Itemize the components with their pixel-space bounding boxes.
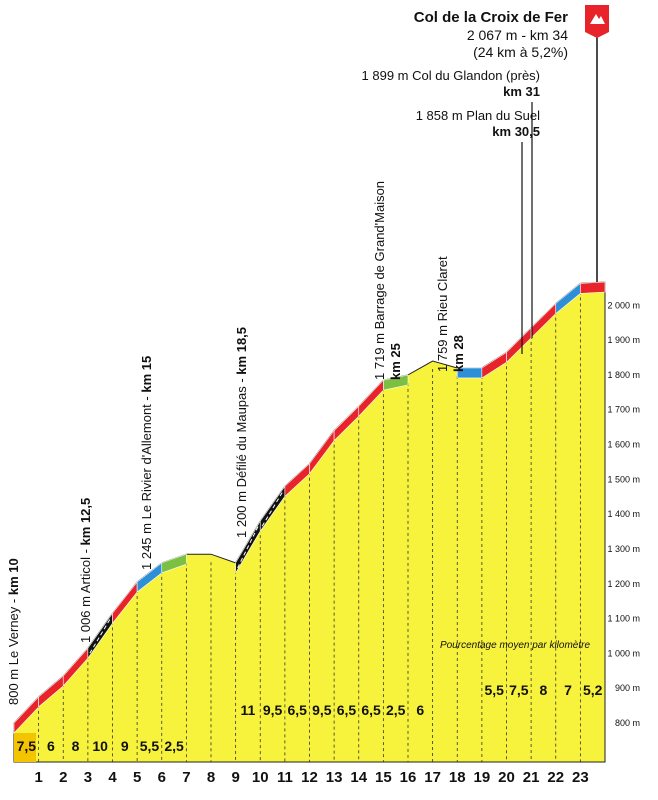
annotation-km: km 12,5	[78, 498, 93, 546]
vertical-annotation: 1 719 m Barrage de Grand'Maisonkm 25	[372, 181, 403, 380]
y-tick-label: 1 200 m	[607, 579, 640, 589]
y-tick-label: 1 900 m	[607, 335, 640, 345]
gradient-label: 11	[241, 702, 256, 718]
vertical-annotation: 1 006 m Articol - km 12,5	[78, 498, 93, 643]
km-label: 9	[231, 769, 239, 786]
annotation-place: 800 m Le Verney -	[6, 595, 21, 705]
annotation-place: 1 200 m Défilé du Maupas -	[234, 375, 249, 538]
annotation-place: 1 719 m Barrage de Grand'Maison	[372, 181, 387, 380]
vertical-annotation: 1 245 m Le Rivier d'Allemont - km 15	[139, 356, 154, 570]
annotation-km: km 18,5	[234, 327, 249, 375]
start-block	[14, 733, 36, 762]
y-tick-label: 1 300 m	[607, 544, 640, 554]
km-label: 13	[326, 769, 343, 786]
km-label: 23	[572, 769, 589, 786]
gradient-label: 2,5	[164, 738, 184, 754]
y-tick-label: 1 000 m	[607, 648, 640, 658]
x-axis-note: Pourcentage moyen par kilomètre	[440, 640, 591, 651]
km-label: 7	[182, 769, 190, 786]
vertical-annotation: 1 759 m Rieu Claretkm 28	[435, 256, 466, 372]
gradient-label: 7,5	[509, 682, 529, 698]
km-label: 19	[474, 769, 491, 786]
summit-title: Col de la Croix de Fer	[414, 9, 568, 26]
km-label: 11	[277, 769, 293, 786]
annotation-km: km 31	[503, 84, 540, 99]
annotation-place: 1 899 m Col du Glandon (près)	[362, 68, 540, 83]
km-label: 6	[158, 769, 166, 786]
segment-dashes	[237, 525, 259, 569]
summit-line2: (24 km à 5,2%)	[473, 44, 568, 60]
gradient-label: 9,5	[312, 702, 332, 718]
gradient-label: 8	[540, 682, 548, 698]
annotation-km: km 30,5	[492, 124, 540, 139]
annotation-place: 1 759 m Rieu Claret	[435, 256, 450, 372]
y-tick-label: 1 400 m	[607, 509, 640, 519]
gradient-label: 5,2	[583, 682, 603, 698]
gradient-label: 6	[47, 738, 55, 754]
vertical-annotation: 800 m Le Verney - km 10	[6, 558, 21, 705]
gradient-label: 6,5	[361, 702, 381, 718]
km-label: 4	[108, 769, 117, 786]
km-label: 17	[424, 769, 441, 786]
annotation-place: 1 858 m Plan du Suel	[416, 108, 540, 123]
vertical-annotation: 1 200 m Défilé du Maupas - km 18,5	[234, 327, 249, 538]
km-label: 1	[34, 769, 42, 786]
gradient-label: 10	[92, 738, 108, 754]
y-tick-label: 2 000 m	[607, 300, 640, 310]
km-label: 5	[133, 769, 141, 786]
km-label: 15	[375, 769, 392, 786]
gradient-label: 9	[121, 738, 129, 754]
annotation-place: 1 245 m Le Rivier d'Allemont -	[139, 393, 154, 570]
y-tick-label: 1 500 m	[607, 474, 640, 484]
km-label: 10	[252, 769, 269, 786]
gradient-label: 2,5	[386, 702, 406, 718]
annotation-place: 1 006 m Articol -	[78, 545, 93, 643]
gradient-label: 7	[564, 682, 572, 698]
gradient-segment	[383, 374, 409, 391]
gradient-label: 9,5	[263, 702, 283, 718]
km-label: 20	[498, 769, 515, 786]
gradient-segment	[161, 553, 187, 574]
km-label: 14	[350, 769, 367, 786]
gradient-segment	[580, 281, 606, 294]
km-label: 22	[547, 769, 564, 786]
y-tick-label: 900 m	[615, 683, 640, 693]
km-label: 2	[59, 769, 67, 786]
gradient-label: 5,5	[484, 682, 504, 698]
annotation-km: km 28	[451, 335, 466, 372]
km-label: 18	[449, 769, 466, 786]
y-tick-label: 1 700 m	[607, 405, 640, 415]
gradient-label: 6,5	[337, 702, 357, 718]
y-tick-label: 1 600 m	[607, 440, 640, 450]
y-tick-label: 1 100 m	[607, 614, 640, 624]
annotation-km: km 10	[6, 558, 21, 595]
gradient-label: 6,5	[287, 702, 307, 718]
summit-line1: 2 067 m - km 34	[467, 27, 568, 43]
km-label: 3	[84, 769, 92, 786]
y-tick-label: 1 800 m	[607, 370, 640, 380]
km-label: 12	[301, 769, 318, 786]
annotation-km: km 15	[139, 356, 154, 393]
mountain-icon	[590, 14, 605, 24]
gradient-label: 5,5	[140, 738, 160, 754]
gradient-label: 7,5	[17, 738, 37, 754]
annotation-km: km 25	[388, 343, 403, 380]
gradient-label: 8	[72, 738, 80, 754]
km-label: 8	[207, 769, 215, 786]
km-label: 16	[400, 769, 417, 786]
km-label: 21	[523, 769, 540, 786]
gradient-label: 6	[416, 702, 424, 718]
y-tick-label: 800 m	[615, 718, 640, 728]
